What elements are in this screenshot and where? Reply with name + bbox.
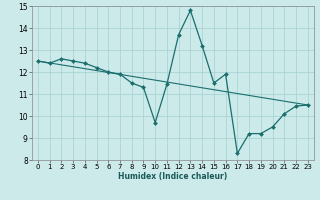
X-axis label: Humidex (Indice chaleur): Humidex (Indice chaleur) bbox=[118, 172, 228, 181]
